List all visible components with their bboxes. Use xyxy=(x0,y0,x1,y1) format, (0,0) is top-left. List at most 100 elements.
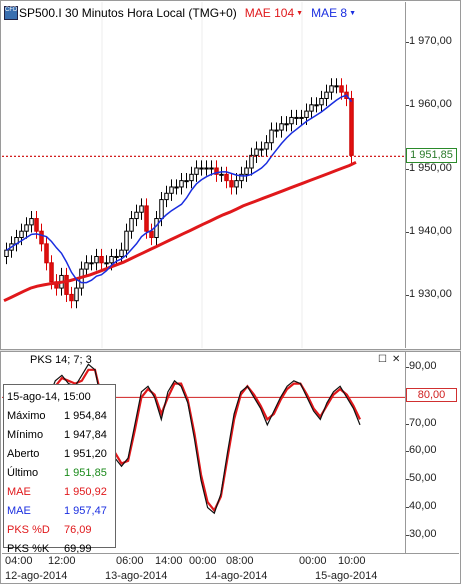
price-tick: 1 960,00 xyxy=(406,98,452,110)
info-row: MAE 1 950,92 xyxy=(7,482,112,501)
candle-body xyxy=(159,199,164,220)
candle-body xyxy=(214,167,219,175)
candle-body xyxy=(134,211,139,220)
info-value: 69,99 xyxy=(64,542,92,555)
time-axis[interactable]: 04:00 12:00 06:00 14:00 00:00 08:00 00:0… xyxy=(2,553,459,582)
info-key: MAE xyxy=(7,485,31,498)
level-badge: 80,00 xyxy=(406,388,457,402)
info-row: Máximo 1 954,84 xyxy=(7,406,112,425)
info-key: Máximo xyxy=(7,409,46,422)
candle-body xyxy=(229,180,234,188)
maximize-icon[interactable]: ☐ xyxy=(378,354,387,365)
mae-8-indicator[interactable]: MAE 8 ▼ xyxy=(311,6,356,20)
osc-tick: 60,00 xyxy=(406,444,437,456)
candle-body xyxy=(119,249,124,257)
price-axis[interactable]: 1 970,00 1 960,00 1 950,00 1 940,00 1 93… xyxy=(406,2,459,348)
candle-body xyxy=(274,129,279,132)
time-tick: 06:00 xyxy=(116,555,144,567)
time-tick: 14:00 xyxy=(155,555,183,567)
cfd-icon: CFD xyxy=(4,6,18,20)
candle-body xyxy=(149,230,154,239)
info-key: PKS %D xyxy=(7,523,50,536)
mae-8-label: MAE 8 xyxy=(311,6,348,20)
current-price-badge: 1 951,85 xyxy=(406,148,457,163)
price-chart-pane[interactable]: CFD SP500.I 30 Minutos Hora Local (TMG+0… xyxy=(2,2,406,348)
close-icon[interactable]: ✕ xyxy=(392,354,401,365)
candle-body xyxy=(104,262,109,265)
candle-body xyxy=(284,123,289,126)
candle-body xyxy=(19,230,24,239)
candle-body xyxy=(164,192,169,201)
info-value: 1 951,20 xyxy=(64,447,107,460)
data-window: 15-ago-14, 15:00 Máximo 1 954,84 Mínimo 1 … xyxy=(3,384,116,555)
candle-body xyxy=(184,180,189,183)
stoch-k-line xyxy=(41,363,361,515)
candle-body xyxy=(204,167,209,170)
mae-8-line xyxy=(6,94,353,284)
candle-body xyxy=(239,173,244,182)
price-tick: 1 940,00 xyxy=(406,225,452,237)
dropdown-arrow-icon[interactable]: ▼ xyxy=(349,10,357,18)
candle-body xyxy=(29,218,34,226)
candle-body xyxy=(329,85,334,93)
dropdown-arrow-icon[interactable]: ▼ xyxy=(296,10,304,18)
info-value: 1 950,92 xyxy=(64,485,107,498)
price-chart[interactable] xyxy=(2,2,406,348)
info-key: MAE xyxy=(7,504,31,517)
candle-body xyxy=(219,173,224,176)
candle-body xyxy=(224,173,229,182)
candle-body xyxy=(314,104,319,107)
candle-body xyxy=(64,274,69,295)
candle-body xyxy=(254,148,259,156)
candle-body xyxy=(324,91,329,99)
cfd-icon-label: CFD xyxy=(5,7,18,13)
candle-body xyxy=(179,180,184,188)
candle-body xyxy=(169,186,174,194)
info-key: Mínimo xyxy=(7,428,44,441)
info-value: 1 957,47 xyxy=(64,504,107,517)
candle-body xyxy=(94,255,99,264)
mae-104-label: MAE 104 xyxy=(244,6,295,20)
candle-body xyxy=(309,104,314,112)
candle-body xyxy=(109,255,114,264)
candle-body xyxy=(199,167,204,170)
date-tick: 14-ago-2014 xyxy=(205,570,268,582)
oscillator-axis[interactable]: 90,00 70,00 60,00 50,00 40,00 30,00 80,0… xyxy=(406,352,459,553)
time-tick: 12:00 xyxy=(48,555,76,567)
candle-body xyxy=(319,97,324,106)
candle-body xyxy=(349,97,354,156)
candle-body xyxy=(139,205,144,213)
pane-splitter[interactable] xyxy=(0,349,461,352)
candle-body xyxy=(99,255,104,264)
candle-body xyxy=(334,85,339,88)
time-tick: 10:00 xyxy=(338,555,366,567)
candle-body xyxy=(174,186,179,189)
info-value: 1 951,85 xyxy=(64,466,107,479)
candle-body xyxy=(24,224,29,232)
oscillator-label: PKS 14; 7; 3 xyxy=(30,354,92,366)
osc-tick: 40,00 xyxy=(406,500,437,512)
candle-body xyxy=(4,249,9,257)
candle-body xyxy=(194,167,199,175)
candle-body xyxy=(124,230,129,251)
osc-tick: 30,00 xyxy=(406,528,437,540)
candle-body xyxy=(34,218,39,232)
price-tick: 1 950,00 xyxy=(406,162,452,174)
price-tick: 1 930,00 xyxy=(406,288,452,300)
mae-104-line xyxy=(3,160,357,303)
osc-tick: 70,00 xyxy=(406,417,437,429)
candle-body xyxy=(74,287,79,302)
info-row: Aberto 1 951,20 xyxy=(7,444,112,463)
candle-body xyxy=(129,218,134,232)
candle-body xyxy=(44,243,49,264)
info-value: 1 947,84 xyxy=(64,428,107,441)
info-timestamp: 15-ago-14, 15:00 xyxy=(7,390,91,403)
info-value: 76,09 xyxy=(64,523,92,536)
candle-body xyxy=(209,167,214,170)
candle-body xyxy=(244,167,249,175)
candle-body xyxy=(234,180,239,188)
info-row: PKS %D 76,09 xyxy=(7,520,112,539)
mae-104-indicator[interactable]: MAE 104 ▼ xyxy=(245,6,303,20)
date-tick: 15-ago-2014 xyxy=(315,570,378,582)
price-tick: 1 970,00 xyxy=(406,35,452,47)
